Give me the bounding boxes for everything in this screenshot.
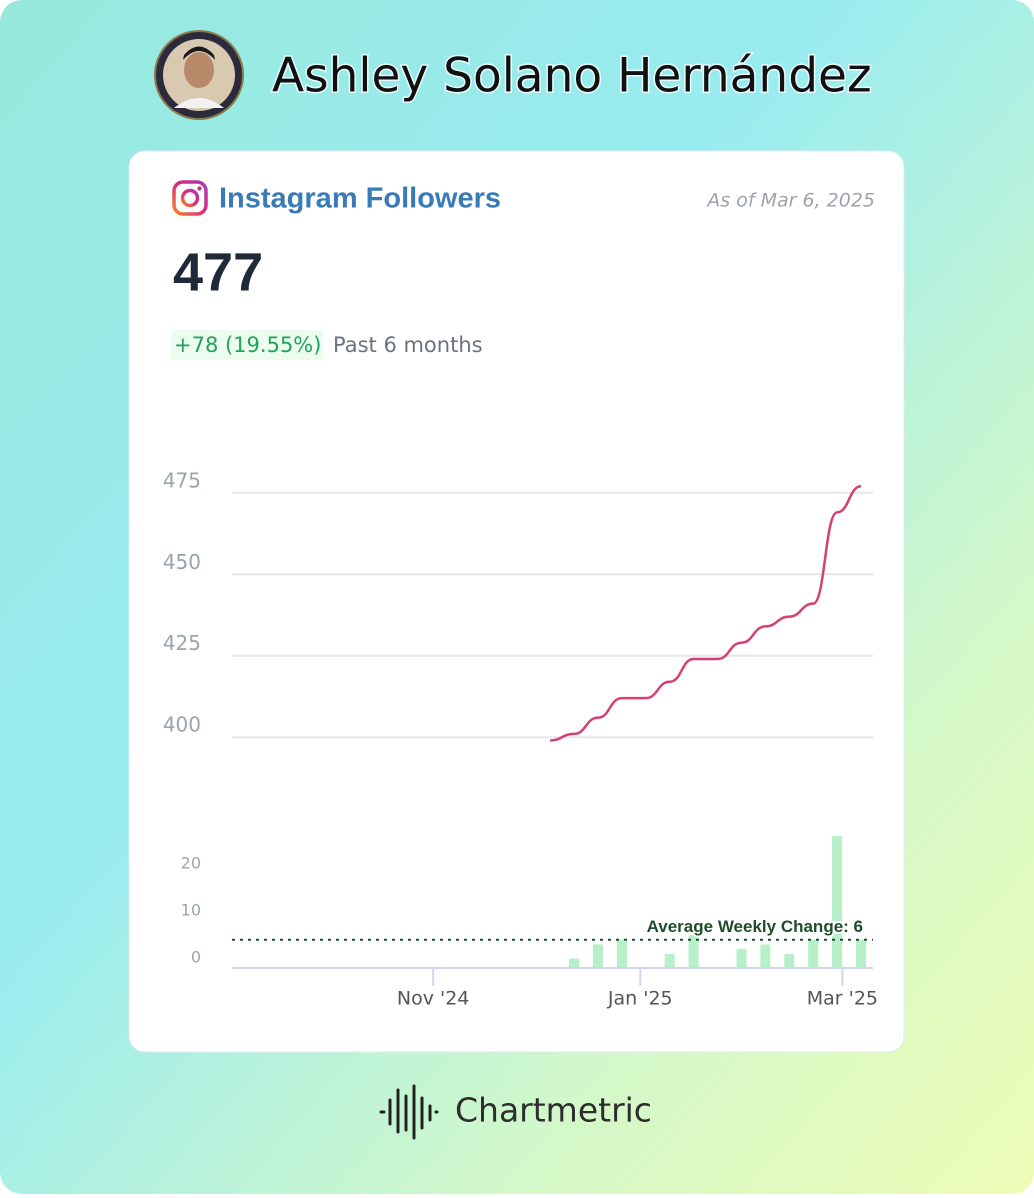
y-tick-label: 475 xyxy=(163,468,201,492)
change-value: +78 (19.55%) xyxy=(174,333,321,357)
card-title: Instagram Followers xyxy=(219,183,501,215)
weekly-change-bar xyxy=(664,953,675,968)
weekly-change-bar xyxy=(784,953,795,968)
y-tick-label: 20 xyxy=(181,853,201,872)
y-tick-label: 0 xyxy=(191,948,201,967)
change-chip xyxy=(171,330,323,360)
y-tick-label: 425 xyxy=(163,631,201,655)
weekly-change-bar xyxy=(856,939,867,968)
y-tick-label: 10 xyxy=(181,900,201,919)
weekly-change-bar xyxy=(760,944,771,968)
chartmetric-logo xyxy=(379,1084,439,1140)
weekly-change-bar xyxy=(592,944,603,968)
y-tick-label: 450 xyxy=(163,550,201,574)
weekly-change-bar xyxy=(808,939,819,968)
weekly-change-bar xyxy=(832,836,843,968)
weekly-change-bar xyxy=(569,958,580,968)
weekly-change-bar xyxy=(736,949,747,968)
follower-line xyxy=(550,485,862,742)
x-tick-label: Nov '24 xyxy=(397,988,470,1010)
artist-name: Ashley Solano Hernández xyxy=(272,49,872,104)
follower-count: 477 xyxy=(173,242,263,302)
x-tick-label: Jan '25 xyxy=(607,988,673,1010)
y-tick-label: 400 xyxy=(163,713,201,737)
average-label: Average Weekly Change: 6 xyxy=(647,917,863,936)
weekly-change-bar xyxy=(616,939,627,968)
as-of-date: As of Mar 6, 2025 xyxy=(705,190,875,212)
change-period: Past 6 months xyxy=(333,333,483,357)
weekly-change-bar xyxy=(688,935,699,968)
card xyxy=(128,150,905,1053)
brand-name: Chartmetric xyxy=(455,1091,652,1130)
avatar xyxy=(154,30,244,120)
instagram-icon xyxy=(172,180,208,216)
x-tick-label: Mar '25 xyxy=(807,988,878,1010)
